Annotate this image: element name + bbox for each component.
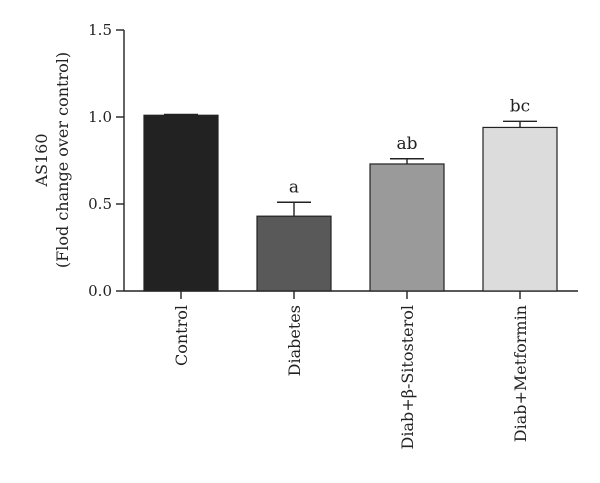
labels: Control a Diabetes ab Diab+β-Sitosterol bc Dia… [172, 96, 530, 449]
y-tick-label: 1.5 [88, 21, 112, 39]
bar [482, 126, 558, 292]
significance-label: bc [510, 96, 530, 116]
y-axis-label-line1: AS160 [32, 133, 51, 187]
bars [143, 113, 558, 292]
bar [256, 215, 332, 292]
y-axis-label: AS160 (Flod change over control) [32, 52, 72, 268]
category-label: Diab+β-Sitosterol [398, 305, 417, 449]
bar [143, 114, 219, 292]
significance-label: ab [396, 134, 417, 154]
category-label: Control [172, 305, 191, 366]
y-axis-label-line2: (Flod change over control) [53, 52, 72, 268]
category-label: Diab+Metformin [511, 305, 530, 442]
y-tick-label: 0.0 [88, 282, 112, 300]
y-tick-label: 0.5 [88, 195, 112, 213]
y-tick-label: 1.0 [88, 108, 112, 126]
bar [369, 163, 445, 292]
significance-label: a [289, 177, 299, 197]
category-label: Diabetes [285, 305, 304, 376]
